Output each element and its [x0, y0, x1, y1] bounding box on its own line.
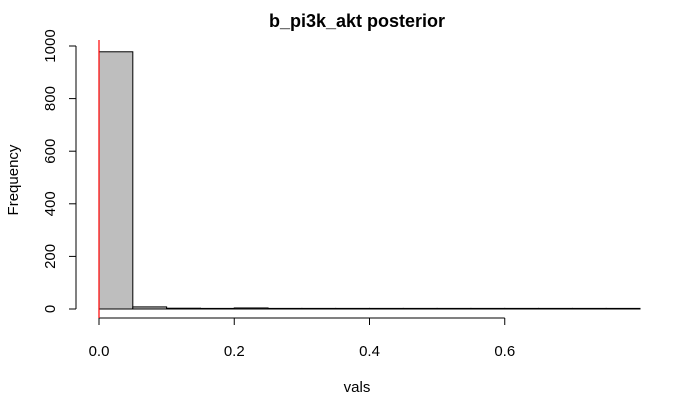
histogram-bar	[301, 307, 337, 310]
x-axis: 0.0 0.2 0.4 0.6	[89, 317, 515, 360]
histogram-bar	[605, 307, 641, 310]
x-tick-label: 0.4	[359, 343, 380, 360]
y-axis-label: Frequency	[5, 144, 22, 215]
histogram-bar	[335, 307, 370, 310]
histogram-bar	[199, 307, 235, 310]
y-tick-label: 600	[42, 139, 59, 164]
histogram-bar	[267, 307, 303, 310]
chart-title: b_pi3k_akt posterior	[269, 11, 445, 31]
histogram-bar	[504, 307, 540, 310]
histogram-bar	[166, 307, 201, 310]
histogram-bar	[402, 307, 438, 310]
histogram-bars	[98, 51, 641, 310]
x-tick-label: 0.2	[224, 343, 245, 360]
x-tick-label: 0.6	[494, 343, 515, 360]
histogram-bar	[436, 307, 472, 310]
y-tick-label: 800	[42, 86, 59, 111]
y-tick-label: 400	[42, 191, 59, 216]
x-axis-label: vals	[344, 379, 371, 396]
histogram-bar	[571, 307, 607, 310]
histogram-bar	[369, 307, 404, 310]
histogram-bar	[98, 51, 134, 310]
y-axis: 0 200 400 600 800 1000	[42, 29, 77, 313]
histogram-bar	[538, 307, 573, 310]
y-tick-label: 200	[42, 244, 59, 269]
y-tick-label: 1000	[42, 29, 59, 62]
histogram-bar	[132, 306, 168, 310]
histogram-bar	[470, 307, 506, 310]
histogram-bar	[233, 307, 269, 310]
y-tick-label: 0	[42, 305, 59, 313]
x-tick-label: 0.0	[89, 343, 110, 360]
